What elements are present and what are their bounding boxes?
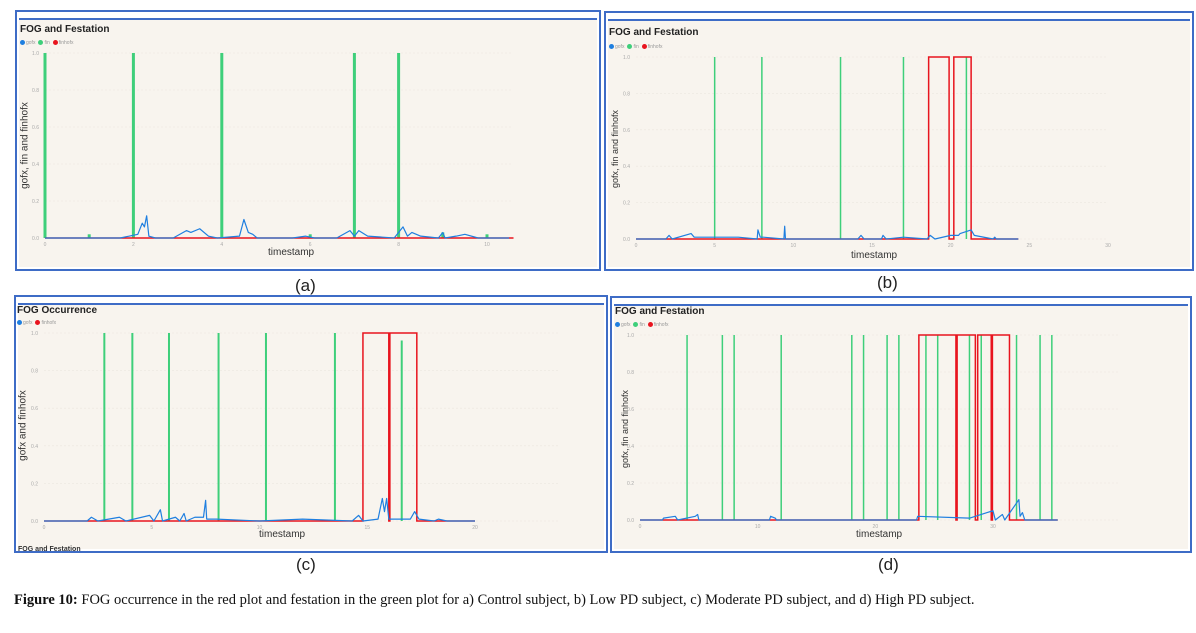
legend-c: gofx finhofx <box>17 320 56 326</box>
legend-item-gofx: gofx <box>20 40 35 46</box>
caption-text: FOG occurrence in the red plot and festa… <box>81 592 975 608</box>
legend-item-gofx: gofx <box>615 322 630 328</box>
chart-title-c: FOG Occurrence <box>17 305 98 316</box>
panel-label-d: (d) <box>878 555 899 574</box>
y-axis-label-c: gofx and finhofx <box>17 390 29 461</box>
legend-item-finhofx: finhofx <box>647 322 668 328</box>
legend-a: gofx fin finhofx <box>20 40 73 46</box>
y-axis-label-a: gofx, fin and finhofx <box>19 102 31 189</box>
cut-off-title: FOG and Festation <box>18 546 81 553</box>
legend-item-finhofx: finhofx <box>35 320 56 326</box>
legend-b: gofx fin finhofx <box>609 44 662 50</box>
legend-item-gofx: gofx <box>17 320 32 326</box>
legend-item-finhofx: finhofx <box>52 40 73 46</box>
chart-title-d: FOG and Festation <box>615 306 705 317</box>
panel-b <box>604 11 1194 271</box>
y-axis-label-b: gofx, fin and finhofx <box>610 109 620 189</box>
caption-prefix: Figure 10: <box>14 592 78 608</box>
y-axis-label-d: gofx, fin and finhofx <box>620 389 630 469</box>
figure-caption: Figure 10: FOG occurrence in the red plo… <box>14 590 1190 611</box>
chart-title-b: FOG and Festation <box>609 27 699 38</box>
panel-label-b: (b) <box>877 273 898 292</box>
panel-label-c: (c) <box>296 555 316 574</box>
panel-c <box>14 295 608 553</box>
x-axis-label-d: timestamp <box>856 529 903 540</box>
legend-d: gofx fin finhofx <box>615 322 668 328</box>
x-axis-label-b: timestamp <box>851 250 898 261</box>
panel-label-a: (a) <box>295 276 316 295</box>
panel-a <box>15 10 601 271</box>
legend-item-finhofx: finhofx <box>641 44 662 50</box>
x-axis-label-c: timestamp <box>259 529 306 540</box>
panel-d <box>610 296 1192 553</box>
legend-item-fin: fin <box>38 40 50 46</box>
legend-item-gofx: gofx <box>609 44 624 50</box>
x-axis-label-a: timestamp <box>268 247 315 258</box>
chart-title-a: FOG and Festation <box>20 24 110 35</box>
legend-item-fin: fin <box>627 44 639 50</box>
legend-item-fin: fin <box>633 322 645 328</box>
